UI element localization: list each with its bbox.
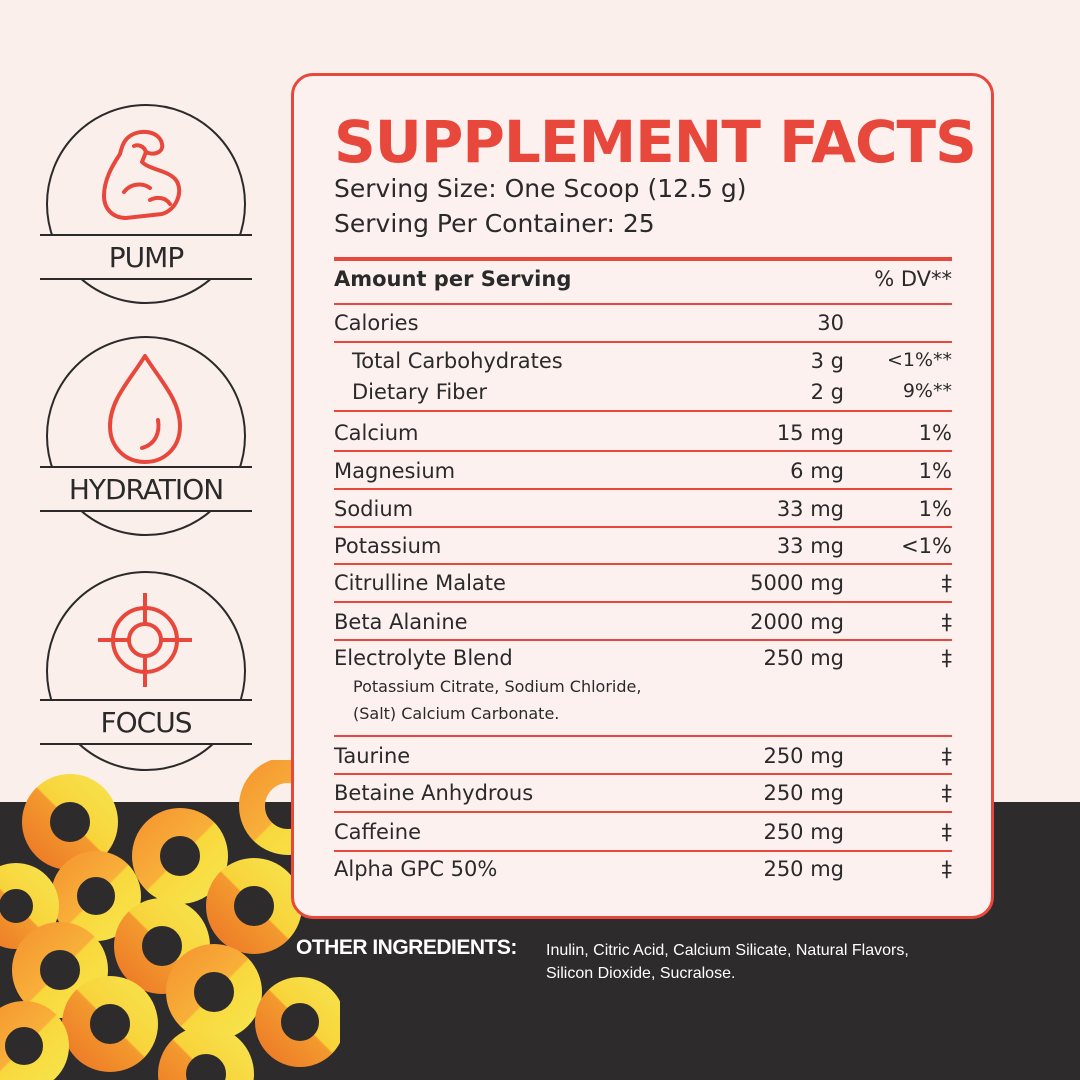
water-drop-icon [108, 354, 182, 464]
other-ingredients-text: Inulin, Citric Acid, Calcium Silicate, N… [546, 942, 909, 959]
row-dv: ‡ [941, 857, 953, 881]
gummy-ring [166, 944, 262, 1040]
facts-title: SUPPLEMENT FACTS [334, 108, 977, 176]
divider [334, 563, 952, 565]
row-amount: 3 g [810, 349, 844, 373]
row-name: Calories [334, 311, 419, 335]
gummy-ring [206, 858, 302, 954]
badge-ring [46, 104, 246, 304]
row-amount: 250 mg [763, 646, 844, 670]
divider [334, 526, 952, 528]
badge-ring [46, 571, 246, 771]
gummy-ring [51, 851, 141, 941]
divider [334, 450, 952, 452]
row-amount: 5000 mg [750, 571, 844, 595]
badge-focus: FOCUS [40, 571, 252, 776]
divider [334, 303, 952, 305]
other-ingredients-text: Silicon Dioxide, Sucralose. [546, 965, 736, 982]
row-name: Alpha GPC 50% [334, 857, 498, 881]
gummy-ring [0, 1001, 69, 1080]
gummy-ring [0, 863, 59, 949]
badge-label: HYDRATION [40, 466, 252, 512]
gummy-ring [22, 774, 118, 870]
row-amount: 33 mg [776, 534, 844, 558]
row-amount: 6 mg [790, 459, 844, 483]
supplement-facts-panel: SUPPLEMENT FACTS Serving Size: One Scoop… [291, 73, 994, 919]
divider [334, 735, 952, 737]
row-name: Dietary Fiber [352, 380, 488, 404]
gummy-ring [114, 898, 210, 994]
crosshair-icon [98, 593, 192, 687]
gummy-ring [62, 976, 158, 1072]
badge-pump: PUMP [40, 104, 252, 309]
servings-per-container: Serving Per Container: 25 [334, 209, 655, 238]
other-ingredients-label: OTHER INGREDIENTS: [296, 936, 517, 959]
badge-ring [46, 336, 246, 536]
row-name: Potassium [334, 534, 442, 558]
row-name: Calcium [334, 421, 419, 445]
row-dv: ‡ [941, 744, 953, 768]
gummy-ring [255, 977, 340, 1067]
row-name: Beta Alanine [334, 610, 468, 634]
badge-hydration: HYDRATION [40, 336, 252, 541]
electrolyte-detail: Potassium Citrate, Sodium Chloride, [353, 677, 642, 696]
flexed-arm-icon [102, 129, 182, 220]
row-amount: 33 mg [776, 497, 844, 521]
row-name: Electrolyte Blend [334, 646, 513, 670]
divider [334, 488, 952, 490]
divider [334, 410, 952, 412]
row-name: Sodium [334, 497, 414, 521]
row-dv: 1% [918, 421, 952, 445]
row-dv: 9%** [902, 380, 952, 402]
row-name: Taurine [334, 744, 411, 768]
row-name: Magnesium [334, 459, 456, 483]
row-name: Betaine Anhydrous [334, 781, 534, 805]
divider [334, 850, 952, 852]
row-dv: ‡ [941, 646, 953, 670]
badge-label: FOCUS [40, 699, 252, 745]
row-amount: 2 g [810, 380, 844, 404]
row-amount: 250 mg [763, 781, 844, 805]
row-amount: 15 mg [776, 421, 844, 445]
row-amount: 250 mg [763, 857, 844, 881]
row-amount: 250 mg [763, 744, 844, 768]
row-name: Caffeine [334, 820, 421, 844]
amount-per-serving-header: Amount per Serving [334, 267, 572, 291]
divider [334, 639, 952, 641]
row-dv: 1% [918, 459, 952, 483]
row-dv: 1% [918, 497, 952, 521]
gummy-ring [158, 1026, 254, 1080]
gummy-rings-image [0, 760, 340, 1080]
row-dv: <1%** [886, 349, 952, 371]
row-dv: ‡ [941, 571, 953, 595]
badge-label: PUMP [40, 234, 252, 280]
gummy-ring [132, 808, 228, 904]
row-amount: 250 mg [763, 820, 844, 844]
divider [334, 811, 952, 813]
divider [334, 601, 952, 603]
gummy-ring [12, 922, 108, 1018]
divider [334, 773, 952, 775]
row-name: Total Carbohydrates [352, 349, 563, 373]
divider [334, 341, 952, 343]
row-dv: ‡ [941, 781, 953, 805]
row-dv: ‡ [941, 610, 953, 634]
electrolyte-detail: (Salt) Calcium Carbonate. [353, 704, 560, 723]
serving-size: Serving Size: One Scoop (12.5 g) [334, 174, 747, 203]
row-dv: ‡ [941, 820, 953, 844]
row-amount: 30 [817, 311, 844, 335]
divider-thick [334, 257, 952, 261]
row-amount: 2000 mg [750, 610, 844, 634]
row-name: Citrulline Malate [334, 571, 506, 595]
dv-header: % DV** [874, 267, 952, 291]
row-dv: <1% [901, 534, 952, 558]
